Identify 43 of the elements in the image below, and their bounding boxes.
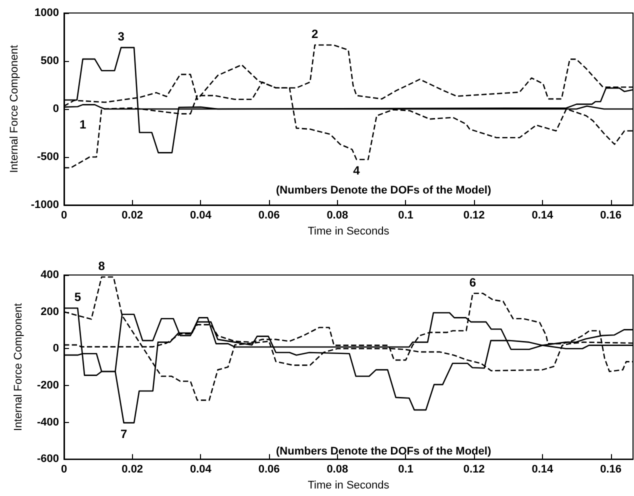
x-tick-label: 0.1	[398, 464, 414, 476]
x-axis-title: Time in Seconds	[308, 480, 390, 492]
y-tick-label: -1000	[30, 199, 59, 211]
y-tick-label: -200	[36, 379, 59, 392]
annotation: (Numbers Denote the DOFs of the Model)	[276, 446, 492, 458]
y-tick-label: 0	[52, 103, 59, 115]
x-tick-label: 0.06	[258, 210, 280, 222]
y-tick-label: 1000	[34, 7, 59, 19]
x-tick-label: 0.08	[326, 210, 348, 222]
x-tick-label: 0.14	[532, 210, 554, 222]
series-label: 5	[74, 290, 82, 304]
x-tick-label: 0.1	[398, 210, 414, 222]
x-tick-label: 0.04	[190, 464, 212, 476]
x-axis-title: Time in Seconds	[308, 225, 390, 238]
x-tick-label: 0.16	[600, 210, 622, 222]
x-tick-label: 0	[60, 210, 68, 222]
series-label: 6	[469, 275, 476, 290]
y-tick-label: 400	[40, 269, 59, 281]
series-label: 3	[118, 30, 125, 44]
x-tick-label: 0.08	[326, 464, 348, 476]
x-tick-label: 0.02	[122, 210, 144, 222]
series-label: 1	[79, 118, 86, 132]
x-tick-label: 0.12	[463, 464, 485, 476]
y-axis-title: Internal Force Component	[8, 45, 20, 173]
y-tick-label: 500	[40, 55, 59, 67]
y-tick-label: -500	[36, 151, 59, 163]
y-tick-label: -400	[36, 416, 59, 428]
x-tick-label: 0.06	[258, 464, 280, 476]
x-tick-label: 0.14	[532, 464, 554, 476]
series-label: 4	[353, 163, 360, 178]
y-tick-label: -600	[36, 453, 59, 466]
x-tick-label: 0.16	[600, 464, 622, 476]
y-tick-label: 0	[52, 342, 59, 355]
x-tick-label: 0.04	[190, 210, 212, 222]
y-axis-title: Internal Force Component	[12, 303, 24, 431]
x-tick-label: 0.12	[463, 210, 485, 222]
series-label: 8	[98, 259, 106, 274]
y-tick-label: 200	[40, 306, 59, 318]
x-tick-label: 0.02	[122, 464, 144, 476]
series-label: 7	[120, 426, 128, 441]
series-label: 2	[311, 26, 318, 41]
annotation: (Numbers Denote the DOFs of the Model)	[276, 184, 492, 196]
x-tick-label: 0	[60, 464, 68, 476]
